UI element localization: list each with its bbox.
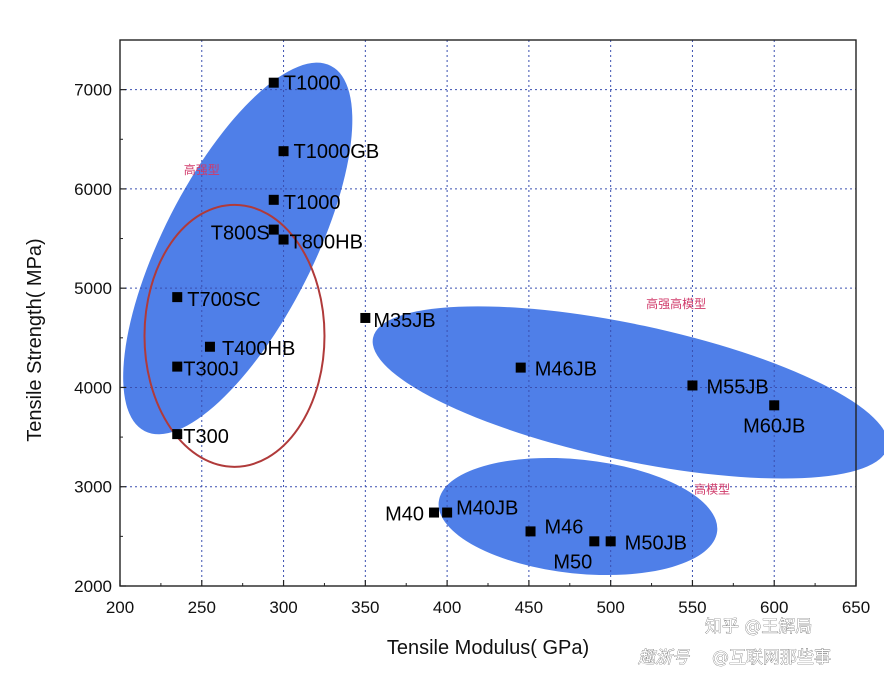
y-tick-label: 3000 (74, 478, 112, 497)
point-label: T1000GB (294, 141, 380, 163)
y-tick-label: 5000 (74, 279, 112, 298)
watermark: 知乎 @王解局 趣浙号 @互联网那些事 (638, 617, 832, 669)
data-point (769, 400, 780, 411)
x-tick-label: 450 (515, 598, 543, 617)
region-label: 高模型 (694, 482, 730, 497)
point-label: M50JB (625, 532, 687, 554)
y-axis-title: Tensile Strength( MPa) (24, 238, 46, 441)
data-point (525, 526, 536, 537)
watermark-line2: @互联网那些事 (712, 648, 831, 668)
point-label: T800S (211, 223, 270, 245)
highlight-circle (143, 203, 326, 468)
data-points (172, 77, 780, 547)
watermark-line1: 知乎 @王解局 (705, 617, 812, 637)
data-point (172, 361, 183, 372)
point-label: M50 (553, 551, 592, 573)
x-tick-label: 400 (433, 598, 461, 617)
point-label: T1000 (284, 73, 341, 95)
data-point (204, 341, 215, 352)
point-labels: T1000 T1000GB T1000 T800S T800HB T700SC T400HB… (183, 73, 805, 574)
data-point (605, 536, 616, 547)
category-regions (123, 62, 884, 576)
point-label: M46 (545, 516, 584, 538)
point-label: M40 (385, 504, 424, 526)
region-ellipse (372, 306, 884, 479)
point-label: M55JB (706, 376, 768, 398)
data-point (360, 312, 371, 323)
x-tick-label: 500 (596, 598, 624, 617)
point-label: T700SC (187, 289, 260, 311)
data-point (268, 224, 279, 235)
y-tick-label: 7000 (74, 81, 112, 100)
data-point (268, 77, 279, 88)
x-axis-ticks: 200 250 300 350 400 450 500 550 600 650 (106, 580, 870, 617)
data-point (515, 362, 526, 373)
point-label: T800HB (290, 232, 363, 254)
x-tick-label: 350 (351, 598, 379, 617)
y-tick-label: 6000 (74, 180, 112, 199)
region-ellipse (438, 457, 718, 576)
y-tick-label: 2000 (74, 577, 112, 596)
x-tick-label: 650 (842, 598, 870, 617)
point-label: T1000 (284, 192, 341, 214)
data-point (268, 194, 279, 205)
point-label: T300 (183, 426, 229, 448)
x-tick-label: 600 (760, 598, 788, 617)
x-tick-label: 200 (106, 598, 134, 617)
point-label: M46JB (535, 359, 597, 381)
data-point (172, 429, 183, 440)
data-point (442, 507, 453, 518)
region-label: 高强高模型 (646, 296, 706, 311)
x-tick-label: 250 (188, 598, 216, 617)
data-point (589, 536, 600, 547)
region-ellipse (123, 62, 353, 435)
data-point (278, 234, 289, 245)
x-tick-label: 550 (678, 598, 706, 617)
data-point (172, 292, 183, 303)
x-tick-label: 300 (269, 598, 297, 617)
watermark-logo: 趣浙号 (638, 648, 690, 668)
point-label: M60JB (743, 415, 805, 437)
data-point (687, 380, 698, 391)
point-label: M40JB (456, 498, 518, 520)
data-point (278, 146, 289, 157)
data-point (429, 507, 440, 518)
region-label: 高强型 (184, 162, 220, 177)
y-axis-ticks: 2000 3000 4000 5000 6000 7000 (74, 81, 126, 596)
y-tick-label: 4000 (74, 378, 112, 397)
x-axis-title: Tensile Modulus( GPa) (387, 637, 589, 659)
point-label: T300J (183, 359, 239, 381)
gridlines (120, 40, 856, 586)
point-label: T400HB (222, 338, 295, 360)
point-label: M35JB (373, 310, 435, 332)
